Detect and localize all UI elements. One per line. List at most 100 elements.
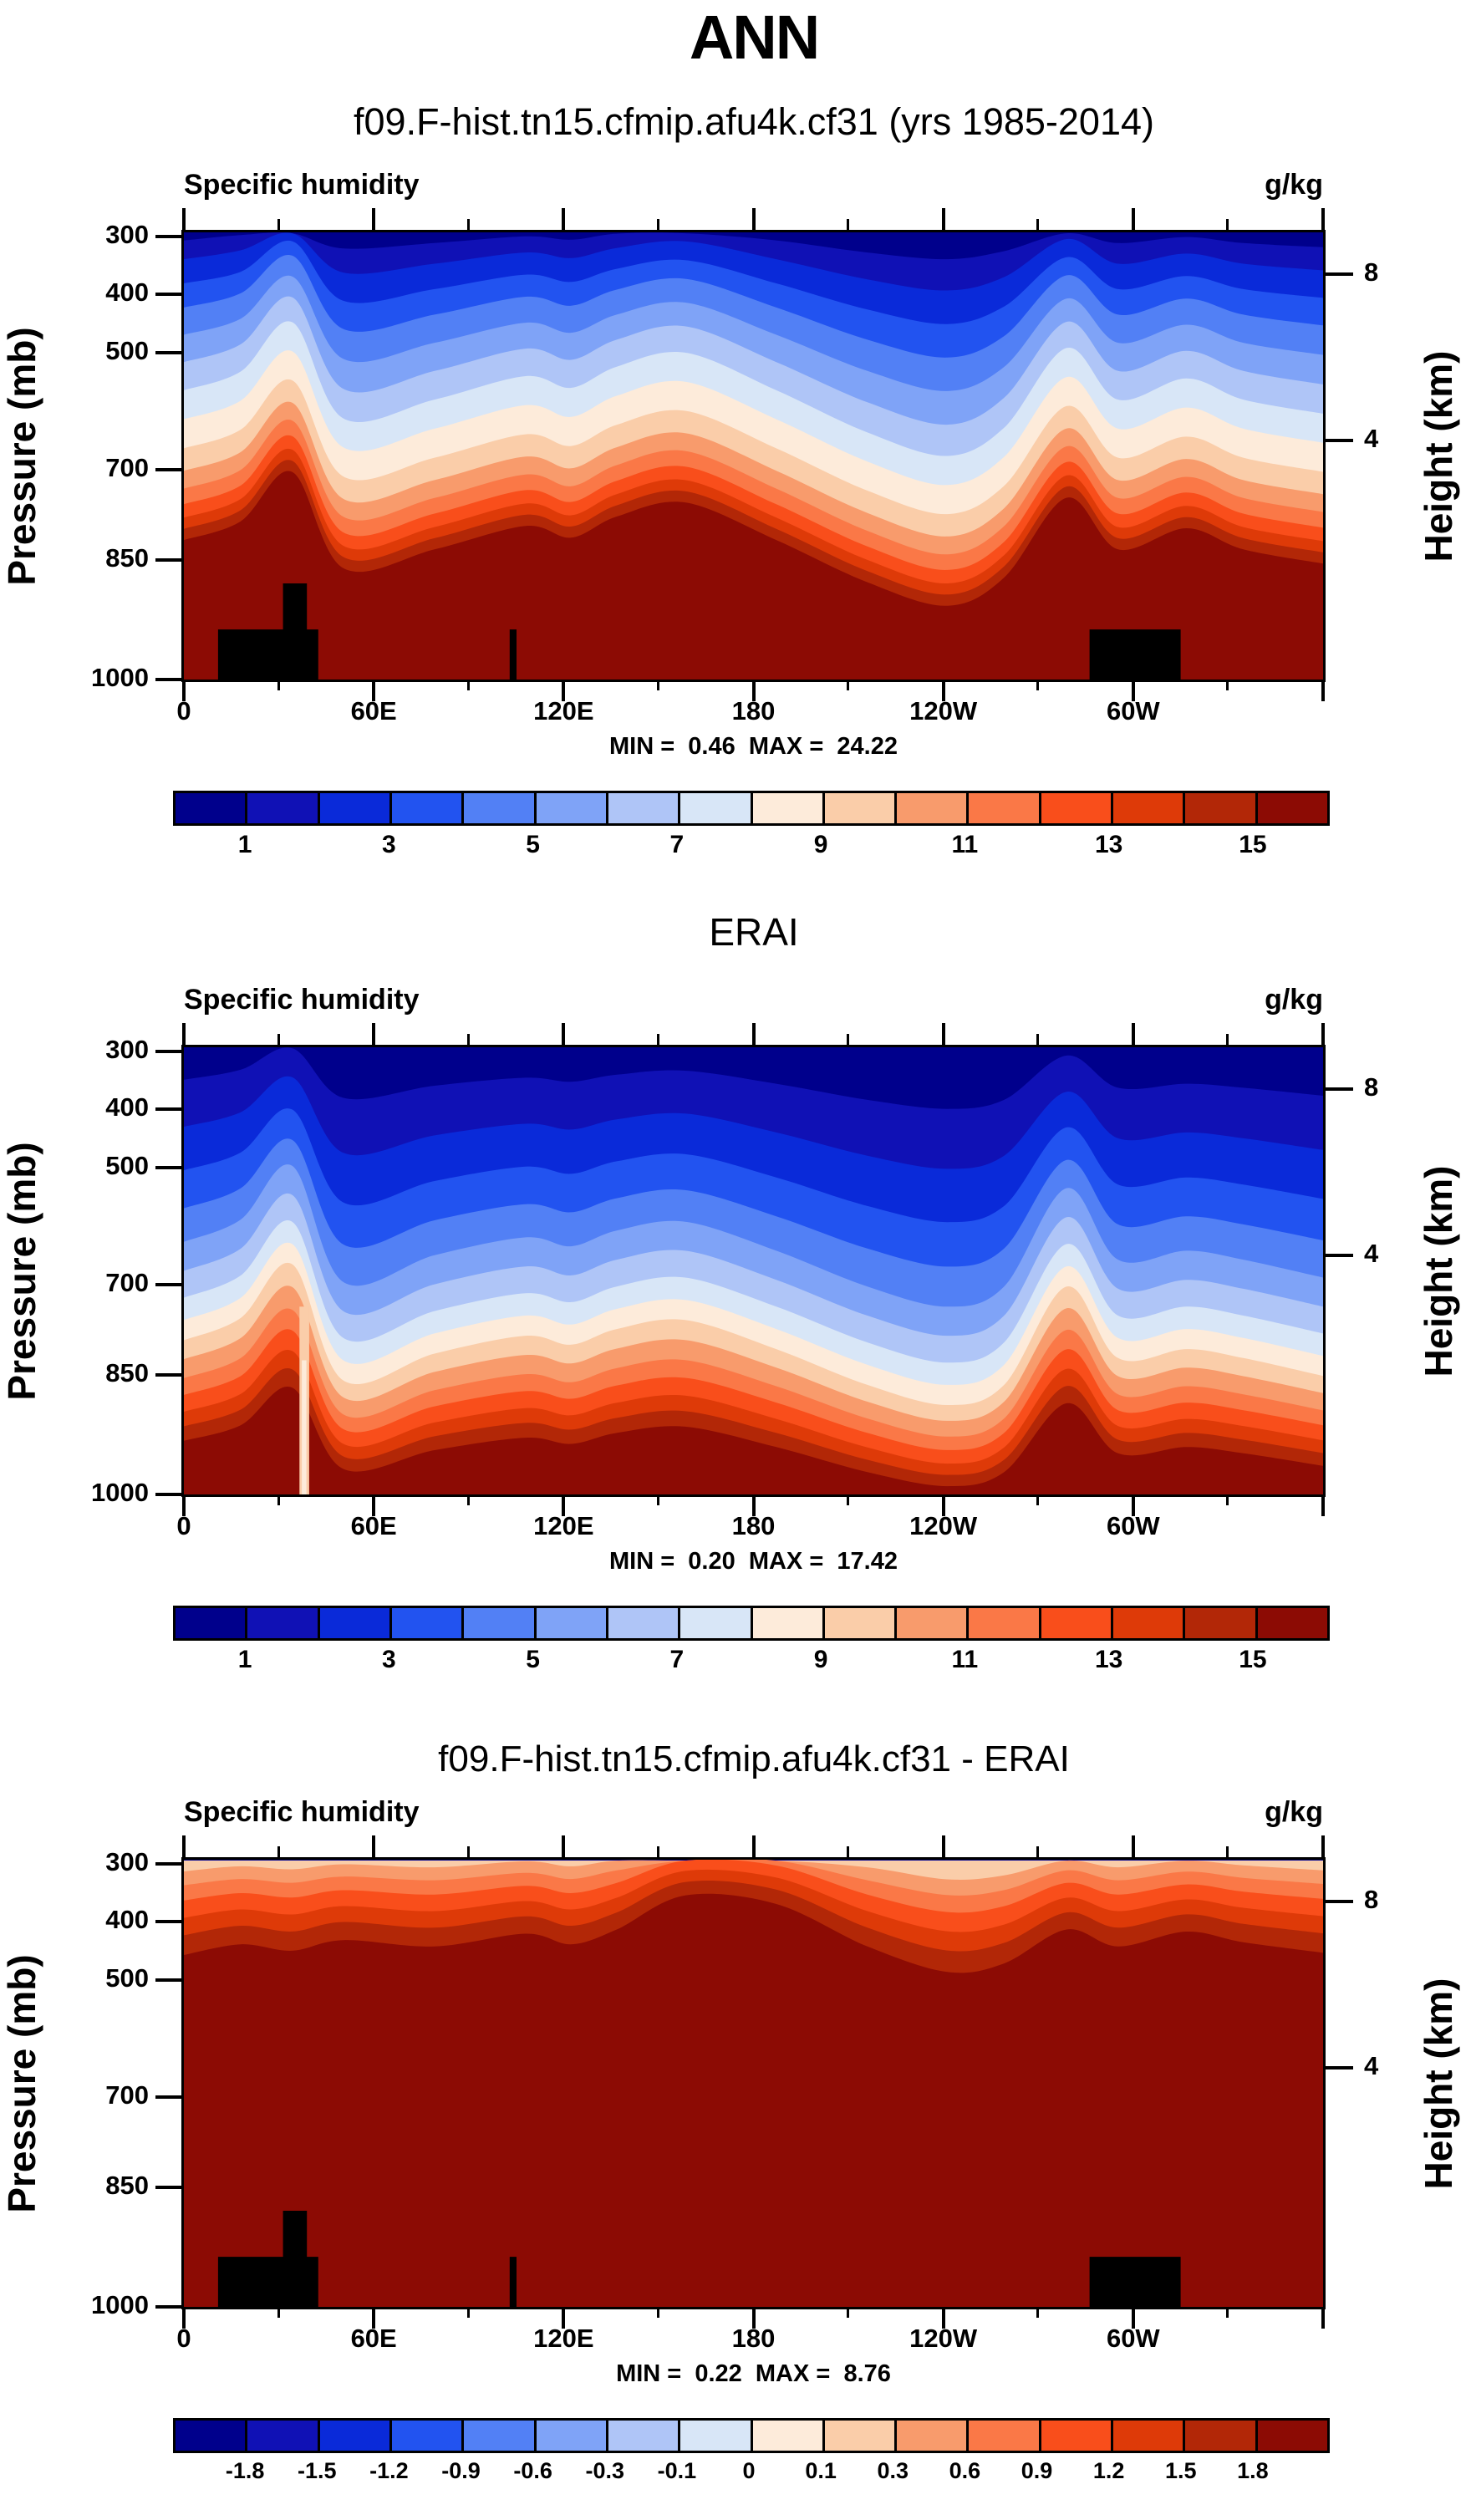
- x-axis-major-tick: [1321, 1494, 1325, 1516]
- colorbar-cell: [389, 793, 462, 823]
- colorbar-tick-label: 3: [382, 1646, 396, 1673]
- x-axis-top-major-tick: [182, 208, 186, 230]
- colorbar-tick-label: -0.3: [585, 2458, 625, 2483]
- minmax-stats: MIN = 0.20 MAX = 17.42: [609, 1548, 898, 1575]
- x-axis-top-minor-tick: [1036, 1034, 1040, 1045]
- topography-silhouette: [1089, 629, 1181, 680]
- x-tick-label: 180: [731, 1511, 776, 1540]
- colorbar-cell: [461, 2421, 534, 2451]
- colorbar-cell: [317, 1608, 389, 1638]
- colorbar-cell: [966, 2421, 1039, 2451]
- height-axis-tick: [1323, 1899, 1353, 1903]
- x-axis-minor-tick: [466, 1494, 470, 1505]
- x-tick-label: 60W: [1106, 2324, 1160, 2353]
- x-tick-label: 180: [731, 696, 776, 725]
- colorbar-tick-label: 1.5: [1164, 2458, 1197, 2483]
- height-axis-tick: [1323, 1253, 1353, 1257]
- height-tick-label: 8: [1364, 257, 1379, 287]
- x-axis-top-minor-tick: [656, 1846, 659, 1857]
- colorbar-tick-label: 0.3: [877, 2458, 909, 2483]
- colorbar-tick-label: -1.2: [369, 2458, 409, 2483]
- x-axis-major-tick: [372, 1494, 376, 1516]
- topography-silhouette: [509, 629, 517, 680]
- colorbar-cell: [176, 1608, 246, 1638]
- pressure-tick-label: 400: [105, 277, 149, 307]
- colorbar-tick-label: 0.6: [949, 2458, 981, 2483]
- panel-difference: Specific humidity g/kg Pressure (mb) Hei…: [0, 1796, 1471, 2520]
- x-axis-major-tick: [1131, 2307, 1135, 2329]
- x-axis-minor-tick: [1226, 2307, 1229, 2318]
- colorbar-cell: [678, 2421, 751, 2451]
- colorbar-cell: [317, 2421, 389, 2451]
- x-tick-label: 60E: [350, 696, 397, 725]
- colorbar-cell: [605, 793, 679, 823]
- x-axis-minor-tick: [1036, 680, 1040, 690]
- pressure-tick-label: 500: [105, 1963, 149, 1993]
- x-axis-top-major-tick: [182, 1023, 186, 1045]
- x-axis-major-tick: [182, 2307, 186, 2329]
- pressure-axis-tick: [155, 1050, 184, 1054]
- x-tick-label: 60W: [1106, 696, 1160, 725]
- pressure-tick-label: 700: [105, 453, 149, 483]
- height-tick-label: 8: [1364, 1072, 1379, 1102]
- colorbar-cell: [822, 793, 895, 823]
- pressure-tick-label: 300: [105, 1847, 149, 1877]
- x-axis-minor-tick: [277, 2307, 280, 2318]
- colorbar-cell: [533, 793, 606, 823]
- x-axis-major-tick: [372, 680, 376, 701]
- colorbar-tick-label: -0.6: [513, 2458, 552, 2483]
- x-axis-minor-tick: [1036, 2307, 1040, 2318]
- x-tick-label: 0: [176, 1511, 191, 1540]
- colorbar-tick-label: 5: [526, 831, 540, 858]
- colorbar-cell: [822, 2421, 895, 2451]
- colorbar-cell: [605, 2421, 679, 2451]
- x-axis-minor-tick: [1036, 1494, 1040, 1505]
- units-label: g/kg: [1265, 169, 1323, 201]
- colorbar-tick-label: 13: [1094, 1646, 1123, 1673]
- units-label: g/kg: [1265, 1796, 1323, 1828]
- colorbar-tick-label: 11: [951, 831, 979, 858]
- x-tick-label: 120W: [909, 1511, 978, 1540]
- x-axis-top-major-tick: [1131, 1023, 1135, 1045]
- colorbar-cell: [1255, 793, 1327, 823]
- colorbar: [173, 1606, 1330, 1641]
- minmax-stats: MIN = 0.22 MAX = 8.76: [616, 2360, 891, 2387]
- x-axis-top-major-tick: [372, 1023, 376, 1045]
- colorbar-cell: [894, 1608, 967, 1638]
- x-axis-top-major-tick: [941, 1023, 945, 1045]
- colorbar-cell: [176, 2421, 246, 2451]
- pressure-tick-label: 700: [105, 2080, 149, 2110]
- x-axis-top-major-tick: [562, 1023, 566, 1045]
- contour-plot-model: [184, 232, 1323, 680]
- contour-plot-difference: [184, 1860, 1323, 2307]
- x-axis-top-minor-tick: [277, 1034, 280, 1045]
- moist-stripe: [302, 1360, 307, 1494]
- x-axis-top-major-tick: [1131, 1835, 1135, 1857]
- units-label: g/kg: [1265, 984, 1323, 1016]
- x-tick-label: 180: [731, 2324, 776, 2353]
- x-axis-minor-tick: [847, 680, 850, 690]
- pressure-axis-tick: [155, 2186, 184, 2190]
- height-axis-tick: [1323, 438, 1353, 442]
- height-axis-tick: [1323, 272, 1353, 276]
- x-axis-top-major-tick: [1321, 208, 1325, 230]
- x-axis-top-major-tick: [182, 1835, 186, 1857]
- x-axis-top-minor-tick: [1226, 1846, 1229, 1857]
- x-axis-major-tick: [182, 680, 186, 701]
- pressure-axis-tick: [155, 2095, 184, 2100]
- x-axis-minor-tick: [466, 2307, 470, 2318]
- x-axis-top-minor-tick: [656, 1034, 659, 1045]
- pressure-axis-tick: [155, 1493, 184, 1496]
- colorbar-cell: [894, 793, 967, 823]
- pressure-axis-tick: [155, 350, 184, 354]
- topography-silhouette: [282, 583, 308, 680]
- pressure-tick-label: 700: [105, 1268, 149, 1298]
- x-axis-top-minor-tick: [1036, 1846, 1040, 1857]
- colorbar-tick-label: 9: [813, 1646, 828, 1673]
- height-axis-title: Height (km): [1417, 1165, 1460, 1377]
- panel2-run-title: ERAI: [709, 910, 799, 954]
- x-axis-top-major-tick: [372, 1835, 376, 1857]
- x-axis-major-tick: [1321, 2307, 1325, 2329]
- colorbar-cell: [1038, 793, 1112, 823]
- colorbar-cell: [1038, 2421, 1112, 2451]
